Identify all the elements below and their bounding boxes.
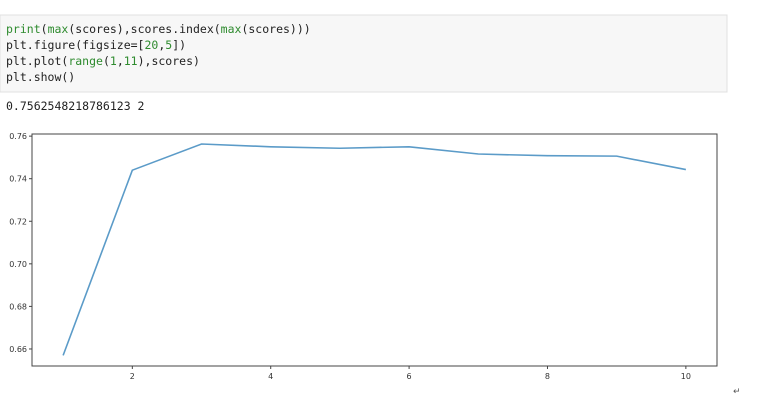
code-token: range <box>68 54 103 68</box>
code-token: max <box>48 22 69 36</box>
code-token: 1 <box>110 54 117 68</box>
x-tick-label: 2 <box>130 372 135 381</box>
code-line: plt.show() <box>6 70 75 84</box>
code-token: max <box>221 22 242 36</box>
code-token: (scores))) <box>241 22 310 36</box>
y-tick-label: 0.72 <box>9 217 27 226</box>
x-tick-label: 10 <box>681 372 691 381</box>
code-line: plt.figure(figsize=[20,5]) <box>6 38 186 52</box>
plot-frame <box>31 133 718 367</box>
code-token: plt.show() <box>6 70 75 84</box>
code-line: plt.plot(range(1,11),scores) <box>6 54 200 68</box>
code-token: print <box>6 22 41 36</box>
code-token: ]) <box>172 38 186 52</box>
y-tick-label: 0.74 <box>9 175 27 184</box>
cell-output: 0.7562548218786123 2 <box>6 99 144 113</box>
code-token: plt.plot( <box>6 54 68 68</box>
code-token: , <box>158 38 165 52</box>
data-line <box>62 143 687 356</box>
code-token: 11 <box>124 54 138 68</box>
code-cell <box>0 14 728 93</box>
y-tick-label: 0.66 <box>9 345 27 354</box>
x-tick-label: 8 <box>545 372 550 381</box>
code-line: print(max(scores),scores.index(max(score… <box>6 22 311 36</box>
code-token: plt.figure(figsize=[ <box>6 38 144 52</box>
code-token: 20 <box>144 38 158 52</box>
code-token: ( <box>103 54 110 68</box>
code-token: , <box>117 54 124 68</box>
y-tick-label: 0.76 <box>9 132 27 141</box>
x-tick-label: 4 <box>268 372 273 381</box>
return-mark: ↵ <box>733 387 741 397</box>
y-tick-label: 0.68 <box>9 302 27 311</box>
code-token: ),scores) <box>138 54 200 68</box>
code-token: ( <box>41 22 48 36</box>
code-token: (scores),scores.index( <box>68 22 220 36</box>
code-token: 5 <box>165 38 172 52</box>
y-tick-label: 0.70 <box>9 260 27 269</box>
x-tick-label: 6 <box>407 372 412 381</box>
